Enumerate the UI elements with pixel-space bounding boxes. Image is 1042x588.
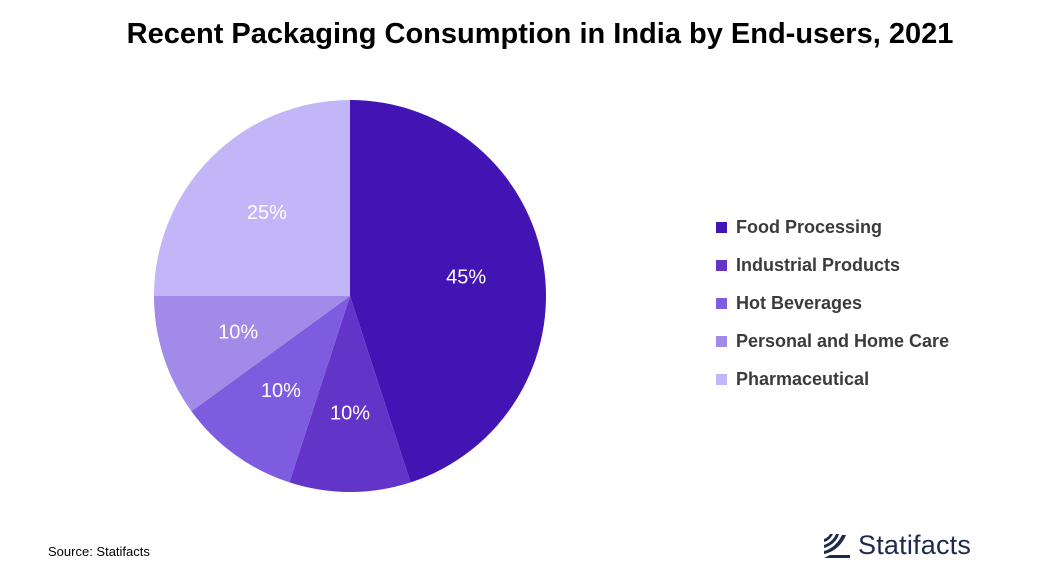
statifacts-logo-icon	[824, 533, 850, 558]
legend-swatch-3	[716, 335, 727, 347]
pie-slice-label-2: 10%	[261, 380, 301, 402]
legend-swatch-0	[716, 221, 727, 233]
pie-slice-label-0: 45%	[446, 267, 486, 289]
pie-slice-label-3: 10%	[218, 321, 258, 343]
legend-label-0: Food Processing	[736, 216, 883, 237]
legend: Food Processing Industrial Products Hot Be…	[716, 208, 949, 398]
legend-swatch-1	[716, 259, 727, 271]
legend-item-0: Food Processing	[716, 208, 949, 246]
pie-slice-2	[191, 296, 350, 483]
pie-chart: 45% 10% 10% 10% 25%	[154, 100, 546, 492]
pie-slice-label-4: 25%	[247, 202, 287, 224]
legend-item-3: Personal and Home Care	[716, 322, 949, 360]
legend-swatch-4	[716, 373, 727, 385]
legend-label-4: Pharmaceutical	[736, 368, 870, 389]
pie-slice-label-1: 10%	[330, 403, 370, 425]
legend-label-1: Industrial Products	[736, 254, 901, 275]
pie-slice-1	[289, 296, 411, 492]
source-note: Source: Statifacts	[48, 544, 150, 559]
pie-slice-3	[154, 296, 350, 412]
legend-label-3: Personal and Home Care	[736, 330, 950, 351]
pie-slice-0	[350, 100, 546, 483]
legend-swatch-2	[716, 297, 727, 309]
chart-title: Recent Packaging Consumption in India by…	[126, 18, 954, 50]
pie-slice-4	[154, 100, 350, 296]
brand-name: Statifacts	[858, 530, 972, 560]
legend-item-1: Industrial Products	[716, 246, 949, 284]
legend-item-4: Pharmaceutical	[716, 360, 949, 398]
legend-item-2: Hot Beverages	[716, 284, 949, 322]
brand-logo: Statifacts	[822, 530, 971, 561]
legend-label-2: Hot Beverages	[736, 292, 863, 313]
